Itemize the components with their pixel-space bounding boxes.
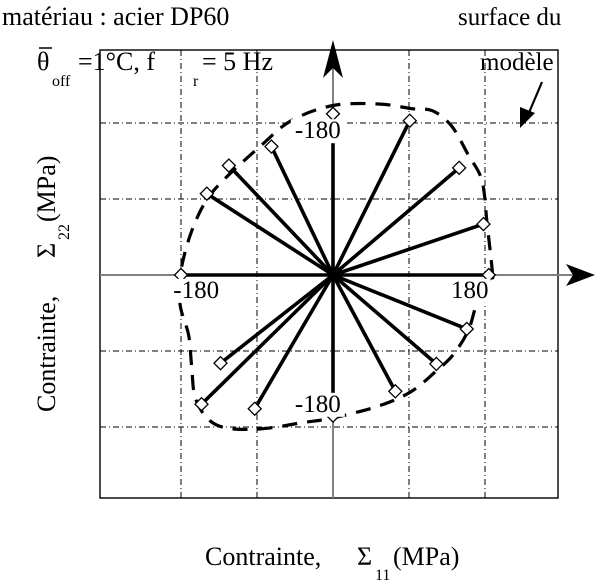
tick-label: -180 <box>295 391 341 418</box>
x-label-prefix: Contrainte, <box>205 542 321 571</box>
loading-paths <box>181 113 489 416</box>
freq-subscript: r <box>193 73 199 90</box>
chart-title: matériau : acier DP60 <box>2 2 229 31</box>
data-point-marker <box>476 216 491 232</box>
data-point-marker <box>451 160 467 176</box>
data-points <box>173 106 497 424</box>
annotation-line2: modèle <box>480 49 554 76</box>
loading-ray <box>331 274 397 393</box>
theta-value: =1°C, f <box>78 47 155 76</box>
x-axis-label: Contrainte, Σ 11 (MPa) <box>205 542 459 584</box>
data-point-marker <box>387 383 403 399</box>
y-label-prefix: Contrainte, <box>32 296 61 412</box>
data-point-marker <box>194 396 209 412</box>
tick-label-bg <box>169 278 224 303</box>
y-label-unit: (MPa) <box>32 156 61 222</box>
tick-label-bg <box>290 392 345 417</box>
tick-label: 180 <box>451 277 489 304</box>
data-point-marker <box>199 186 215 202</box>
tick-label-bg <box>290 119 345 144</box>
loading-ray <box>331 166 461 277</box>
y-label-subscript: 22 <box>56 224 73 240</box>
annotation-line1: surface du <box>458 4 562 31</box>
tick-label: -180 <box>295 117 341 144</box>
freq-value: = 5 Hz <box>202 47 273 76</box>
data-point-marker <box>264 139 279 154</box>
y-label-symbol: Σ <box>32 243 61 258</box>
surface-annotation: surface du modèle <box>458 4 562 128</box>
loading-ray <box>332 222 485 277</box>
loading-ray <box>332 273 468 331</box>
x-label-unit: (MPa) <box>393 542 459 571</box>
theta-subscript: off <box>52 73 71 90</box>
annotation-arrow-shaft <box>526 81 544 116</box>
x-label-symbol: Σ <box>357 542 372 571</box>
loading-ray <box>253 274 335 410</box>
test-conditions: θ off =1°C, f r = 5 Hz <box>37 47 273 90</box>
loading-ray <box>331 119 412 276</box>
y-axis-label: Contrainte, Σ 22 (MPa) <box>32 156 73 412</box>
surface-curve <box>177 101 495 432</box>
loading-ray <box>205 192 334 277</box>
data-point-marker <box>428 356 444 372</box>
x-axis-arrow <box>566 264 595 286</box>
annotation-arrow-head <box>520 107 535 128</box>
loading-ray <box>227 164 335 277</box>
loading-ray <box>200 273 335 406</box>
model-surface <box>177 101 495 432</box>
x-label-subscript: 11 <box>375 567 390 584</box>
y-axis-arrow <box>323 40 343 78</box>
loading-ray <box>219 273 335 365</box>
data-point-marker <box>213 355 228 371</box>
data-point-marker <box>402 113 418 129</box>
loading-ray <box>269 145 335 276</box>
data-point-marker <box>247 401 263 417</box>
tick-label-bg <box>449 278 491 303</box>
data-point-marker <box>221 158 237 173</box>
loading-ray <box>331 273 438 366</box>
tick-label: -180 <box>173 277 219 304</box>
theta-symbol: θ <box>37 47 49 76</box>
data-point-marker <box>459 321 475 337</box>
tick-labels: -180 180 -180 -180 <box>169 117 491 418</box>
